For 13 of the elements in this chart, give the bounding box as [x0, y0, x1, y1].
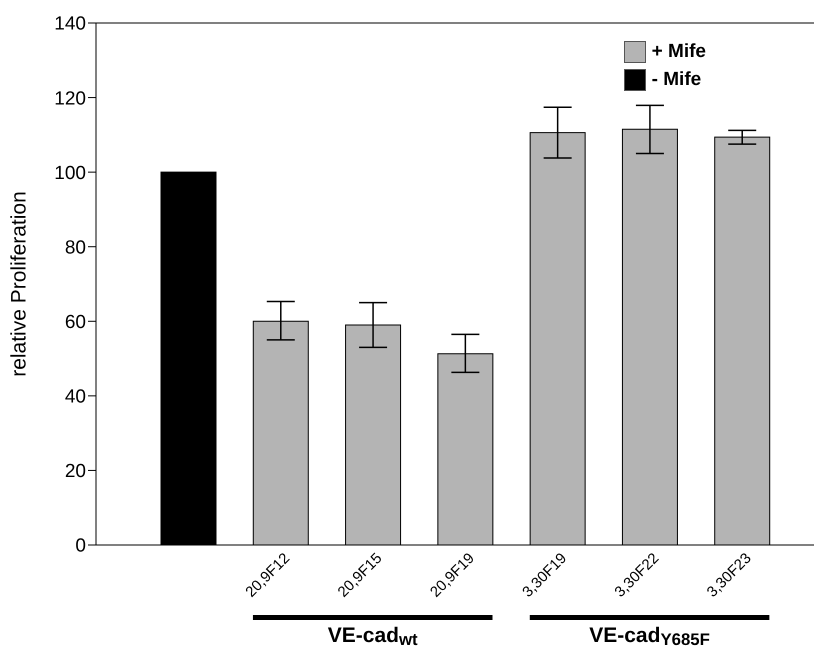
text: VE-cad$_{wt}$	[328, 624, 418, 649]
y-axis-title: relative Proliferation	[7, 191, 30, 377]
y-tick-label: 40	[64, 386, 86, 408]
legend-label: + Mife	[652, 41, 706, 63]
legend-label: - Mife	[652, 69, 702, 91]
y-tick-label: 60	[64, 312, 86, 334]
y-tick-label: 80	[64, 237, 86, 258]
y-tick-label: 100	[54, 162, 86, 184]
y-tick-label: 120	[54, 88, 86, 110]
text: VE-cad$_{Y685F}$	[589, 624, 710, 649]
y-tick-label: 140	[54, 14, 86, 35]
y-tick-label: 0	[75, 536, 86, 557]
y-tick-label: 20	[64, 461, 86, 482]
